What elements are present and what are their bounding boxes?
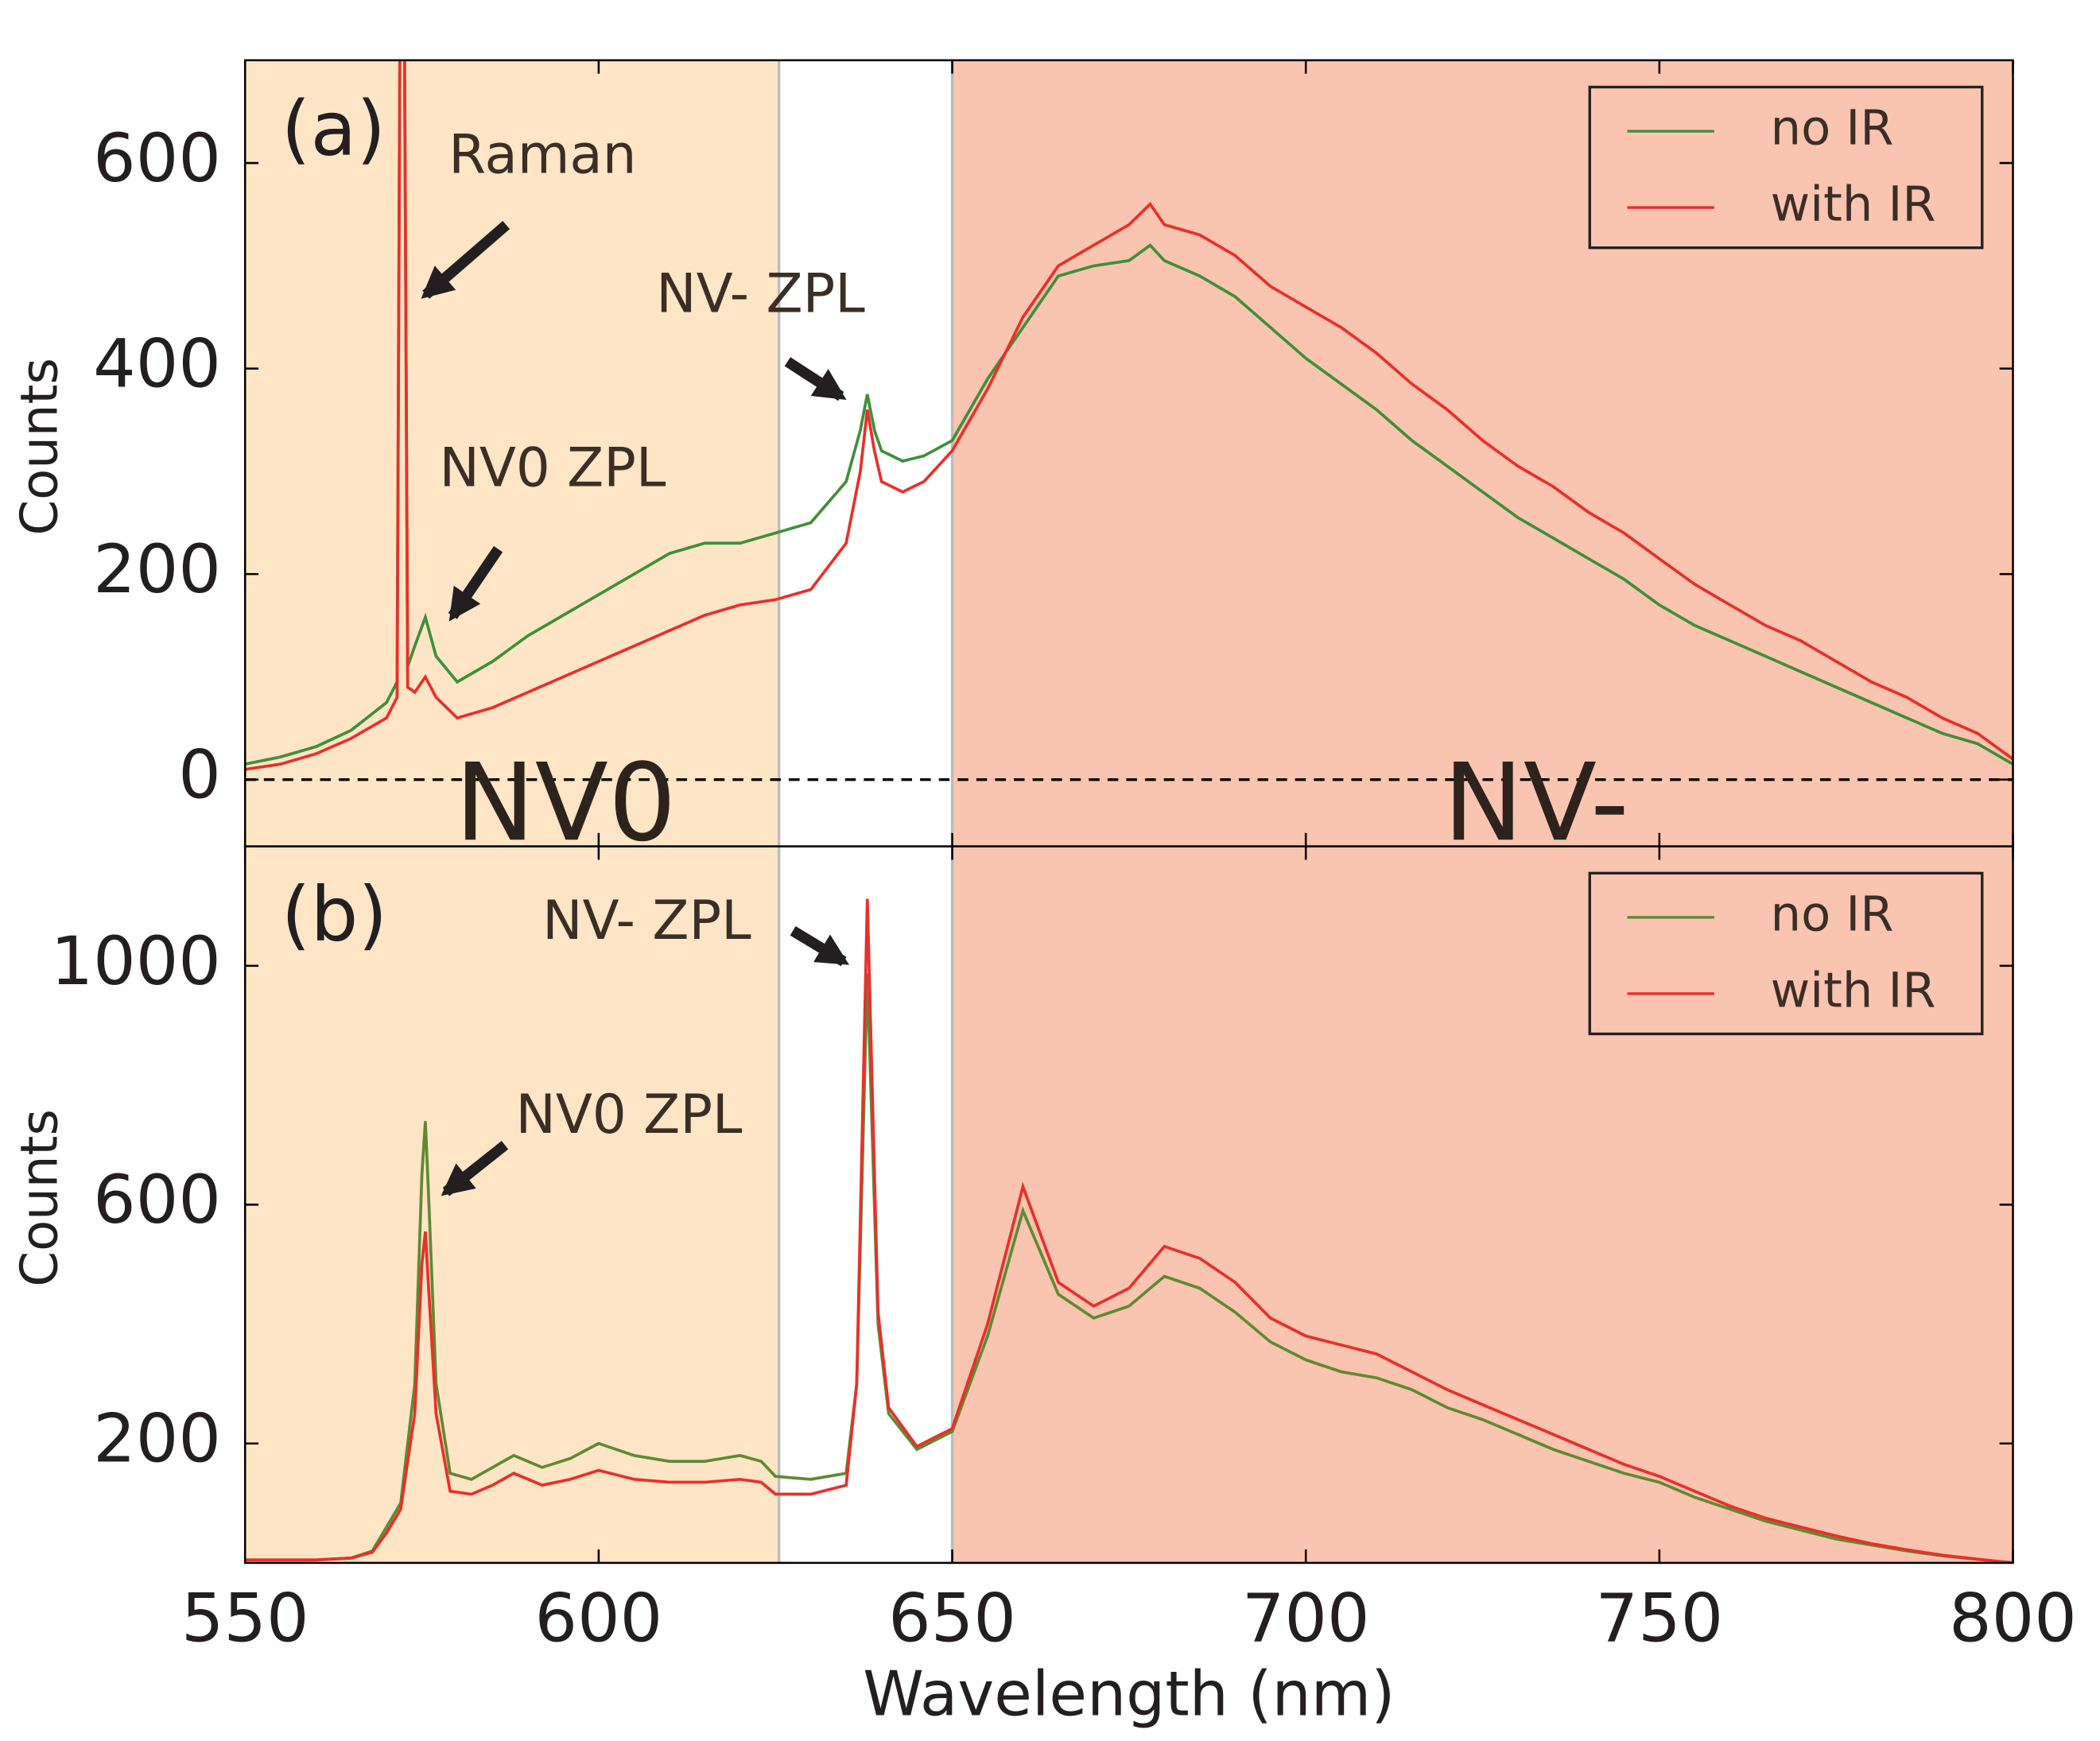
region bbox=[245, 60, 779, 847]
panel-label: (b) bbox=[281, 871, 387, 959]
y-tick-label: 600 bbox=[93, 119, 221, 197]
y-tick-label: 200 bbox=[93, 1400, 221, 1478]
legend-label: no IR bbox=[1771, 101, 1894, 157]
panel-label: (a) bbox=[281, 85, 386, 173]
x-tick-label: 650 bbox=[888, 1580, 1016, 1658]
annotation-arrow bbox=[790, 926, 850, 967]
annotation: NV0 ZPL bbox=[515, 1083, 742, 1146]
y-tick-label: 400 bbox=[93, 325, 221, 403]
series-line bbox=[245, 973, 2013, 1563]
x-tick-label: 600 bbox=[535, 1580, 663, 1658]
annotation: NV0 ZPL bbox=[439, 436, 666, 499]
x-tick-label: 750 bbox=[1595, 1580, 1723, 1658]
y-tick-label: 0 bbox=[178, 736, 221, 814]
annotation-arrow bbox=[421, 220, 510, 299]
y-axis-label: Counts bbox=[10, 1109, 69, 1286]
legend-label: no IR bbox=[1771, 887, 1894, 943]
x-tick-label: 700 bbox=[1242, 1580, 1370, 1658]
annotation-arrow bbox=[784, 357, 847, 401]
x-tick-label: 550 bbox=[181, 1580, 309, 1658]
annotation: NV- ZPL bbox=[656, 262, 865, 325]
y-tick-label: 1000 bbox=[51, 922, 221, 1000]
legend-label: with IR bbox=[1771, 964, 1936, 1019]
annotation: Raman bbox=[448, 122, 636, 185]
y-axis-label: Counts bbox=[10, 358, 69, 535]
region bbox=[245, 846, 779, 1563]
series-line bbox=[245, 60, 2013, 771]
y-tick-label: 600 bbox=[93, 1161, 221, 1239]
annotation-arrow bbox=[448, 545, 503, 622]
region-label: NV0 bbox=[455, 740, 677, 865]
x-tick-label: 800 bbox=[1949, 1580, 2077, 1658]
legend-label: with IR bbox=[1771, 177, 1936, 233]
region bbox=[952, 846, 2013, 1563]
y-tick-label: 200 bbox=[93, 530, 221, 608]
annotation-arrow bbox=[441, 1141, 509, 1196]
series-line bbox=[245, 898, 2013, 1563]
region bbox=[952, 60, 2013, 847]
x-axis-label: Wavelength (nm) bbox=[863, 1659, 1395, 1731]
plot-area bbox=[245, 60, 2013, 771]
legend-box bbox=[1588, 85, 1984, 250]
legend-box bbox=[1588, 871, 1984, 1036]
region-label: NV- bbox=[1443, 740, 1629, 865]
plot-area bbox=[245, 898, 2013, 1563]
annotation: NV- ZPL bbox=[542, 889, 751, 952]
series-line bbox=[245, 60, 2013, 766]
